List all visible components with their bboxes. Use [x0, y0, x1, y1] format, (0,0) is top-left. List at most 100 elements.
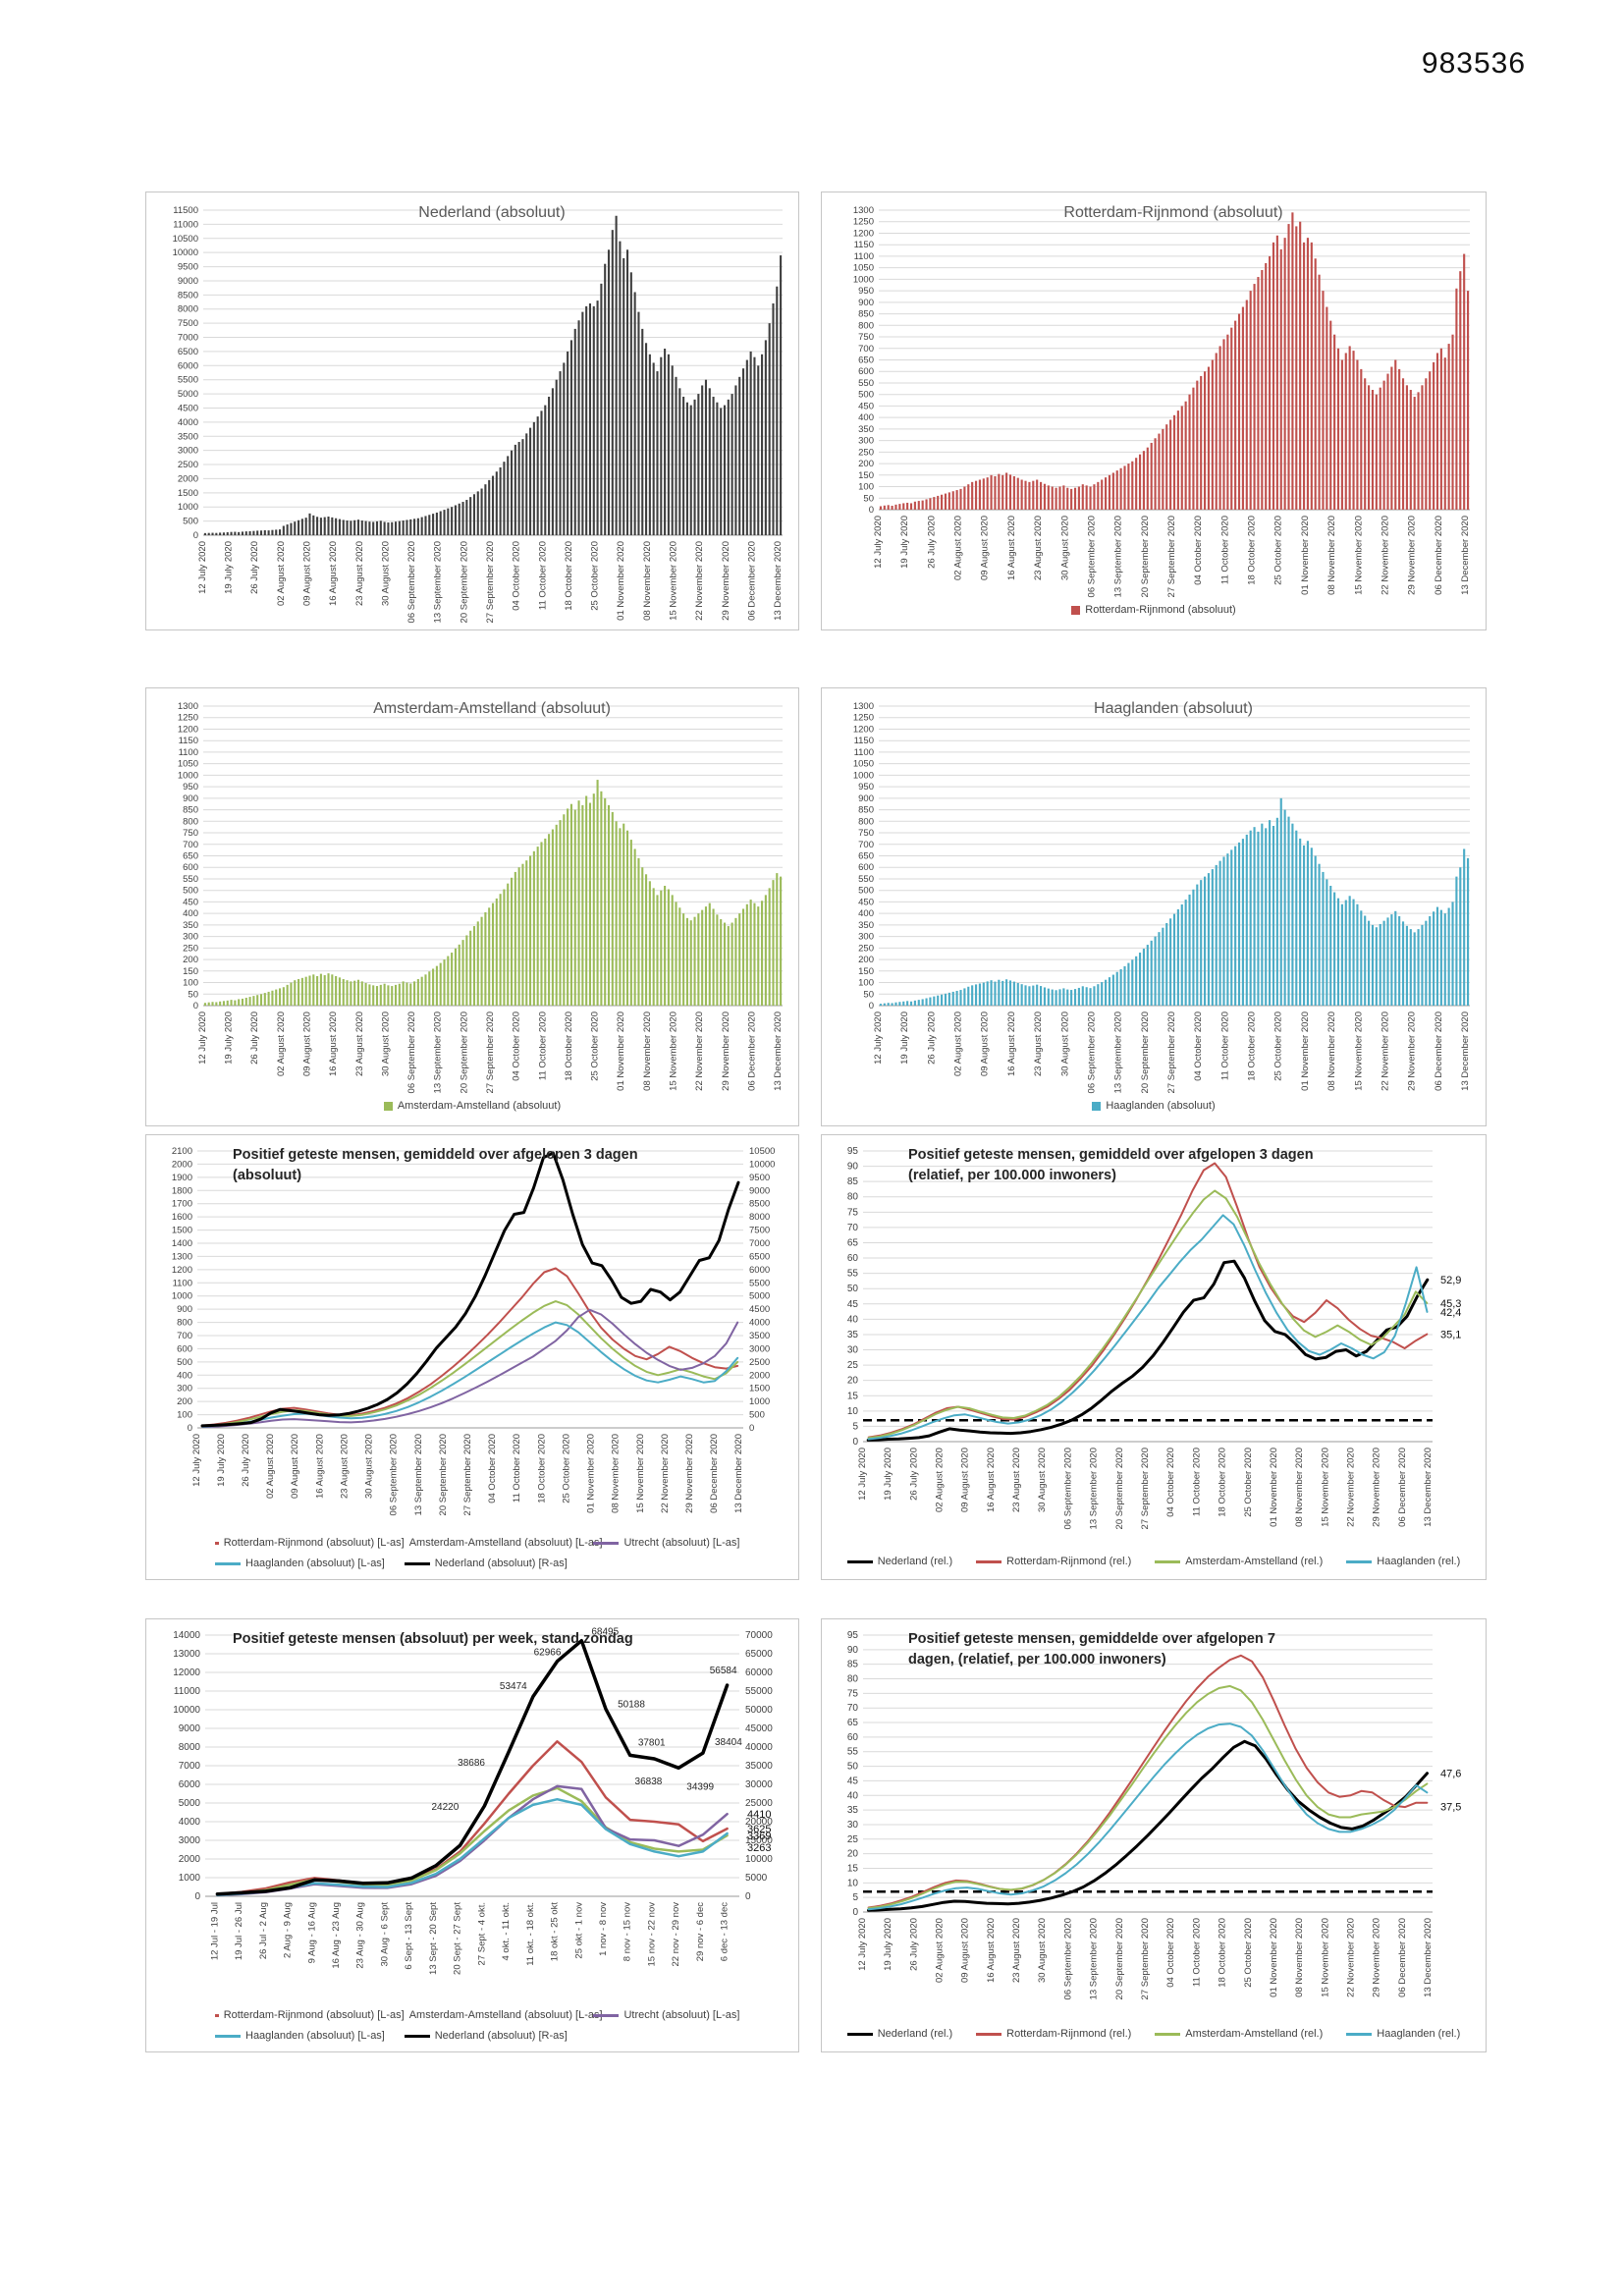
bar — [443, 959, 446, 1006]
y-axis-label: 13000 — [173, 1649, 200, 1660]
bar — [745, 359, 748, 535]
y-axis-label: 6500 — [178, 347, 198, 357]
bar — [1241, 839, 1244, 1006]
x-axis-label: 4 okt. - 11 okt. — [501, 1902, 512, 1961]
x-axis-label: 04 October 2020 — [1165, 1448, 1176, 1517]
bar — [1287, 224, 1290, 511]
bar — [563, 814, 566, 1006]
bar — [409, 983, 412, 1006]
chart-legend: Amsterdam-Amstelland (absoluut) — [146, 1100, 798, 1112]
legend-line-swatch — [846, 2032, 873, 2036]
bar — [909, 503, 913, 510]
bar — [1158, 433, 1161, 510]
bar — [1196, 380, 1199, 510]
bar — [480, 916, 483, 1006]
x-axis-label: 19 Jul - 26 Jul — [234, 1902, 244, 1960]
y-axis-label: 100 — [858, 482, 874, 493]
bar — [1055, 487, 1057, 510]
y-axis-label: 0 — [188, 1423, 192, 1434]
y-axis-label: 2100 — [172, 1146, 192, 1157]
x-axis-label: 08 November 2020 — [611, 1434, 622, 1513]
y-axis-label: 1000 — [178, 502, 198, 513]
bar — [656, 895, 659, 1006]
y-axis-label: 800 — [858, 320, 874, 331]
x-axis-label: 19 July 2020 — [883, 1918, 893, 1971]
x-axis-label: 04 October 2020 — [1193, 1011, 1204, 1081]
bar — [1093, 986, 1096, 1006]
bar — [723, 405, 727, 535]
bar — [1455, 288, 1458, 510]
y-axis-label: 8500 — [178, 290, 198, 301]
chart-title: Amsterdam-Amstelland (absoluut) — [373, 700, 611, 717]
bar — [350, 981, 352, 1006]
bar — [1036, 479, 1039, 510]
bar — [356, 519, 360, 535]
y-axis-label: 9000 — [178, 276, 198, 287]
rotterdam-rijnmond-absoluut-plot: 0501001502002503003504004505005506006507… — [853, 205, 1471, 597]
bar — [394, 984, 398, 1006]
bar — [1135, 458, 1138, 510]
bar — [1169, 918, 1172, 1006]
y-axis-label: 400 — [177, 1370, 192, 1381]
bar — [1291, 212, 1294, 510]
series-end-label: 52,9 — [1440, 1275, 1461, 1286]
y-axis-label: 1100 — [854, 251, 874, 262]
bar — [1291, 823, 1294, 1006]
x-axis-label: 08 November 2020 — [1294, 1918, 1305, 1997]
y-axis-label: 90 — [847, 1162, 859, 1173]
y-axis-label: 5500 — [178, 375, 198, 386]
y-axis-label: 550 — [858, 874, 874, 885]
chart-title: Haaglanden (absoluut) — [1094, 700, 1253, 717]
legend-label: Haaglanden (rel.) — [1377, 1556, 1461, 1567]
bar — [921, 500, 924, 510]
bar — [458, 944, 460, 1006]
legend-label: Haaglanden (absoluut) — [1106, 1100, 1216, 1112]
haaglanden-absoluut-plot: 0501001502002503003504004505005506006507… — [853, 701, 1471, 1093]
bar — [1295, 830, 1298, 1006]
y-axis-label: 100 — [858, 978, 874, 989]
bar — [503, 889, 506, 1006]
bar — [1257, 277, 1260, 510]
legend-square-swatch — [383, 1101, 393, 1111]
y2-axis-label: 2500 — [749, 1357, 770, 1368]
bar — [298, 519, 300, 535]
y-axis-label: 250 — [858, 447, 874, 458]
bar — [215, 532, 218, 535]
bar — [1184, 401, 1187, 510]
x-axis-label: 02 August 2020 — [265, 1434, 276, 1499]
bar — [1105, 477, 1108, 510]
bar — [1172, 913, 1176, 1006]
bar — [1241, 306, 1244, 510]
bar — [645, 874, 648, 1006]
bar — [1405, 925, 1408, 1006]
bar — [1101, 479, 1104, 510]
bar — [406, 519, 408, 535]
bar — [1265, 828, 1268, 1006]
data-label: 38404 — [715, 1737, 742, 1748]
bar — [226, 1000, 229, 1006]
bar — [1466, 857, 1470, 1006]
y-axis-label: 600 — [183, 862, 198, 873]
bar — [234, 1000, 237, 1006]
bar — [1142, 949, 1145, 1006]
bar — [1279, 248, 1282, 510]
x-axis-label: 20 September 2020 — [459, 1011, 469, 1093]
bar — [1417, 929, 1420, 1006]
bar — [753, 902, 756, 1006]
x-axis-label: 20 September 2020 — [459, 541, 469, 623]
bar — [507, 456, 510, 535]
y-axis-label: 1300 — [853, 205, 874, 216]
x-axis-label: 1 nov - 8 nov — [598, 1902, 609, 1956]
y-axis-label: 11500 — [173, 205, 198, 216]
bar — [1226, 334, 1229, 510]
legend-label: Amsterdam-Amstelland (rel.) — [1185, 2028, 1324, 2040]
chart-positief-per-week: 0 1000 2000 3000 4000 5000 6000 7000 8000 9000 100… — [145, 1618, 799, 2052]
bar — [360, 981, 363, 1006]
bar — [271, 990, 274, 1006]
y-axis-label: 85 — [847, 1660, 859, 1670]
bar — [1058, 989, 1061, 1006]
x-axis-label: 22 November 2020 — [1380, 1011, 1390, 1091]
bar — [331, 974, 334, 1006]
x-axis-label: 15 November 2020 — [1320, 1918, 1330, 1997]
bar — [1344, 900, 1347, 1006]
